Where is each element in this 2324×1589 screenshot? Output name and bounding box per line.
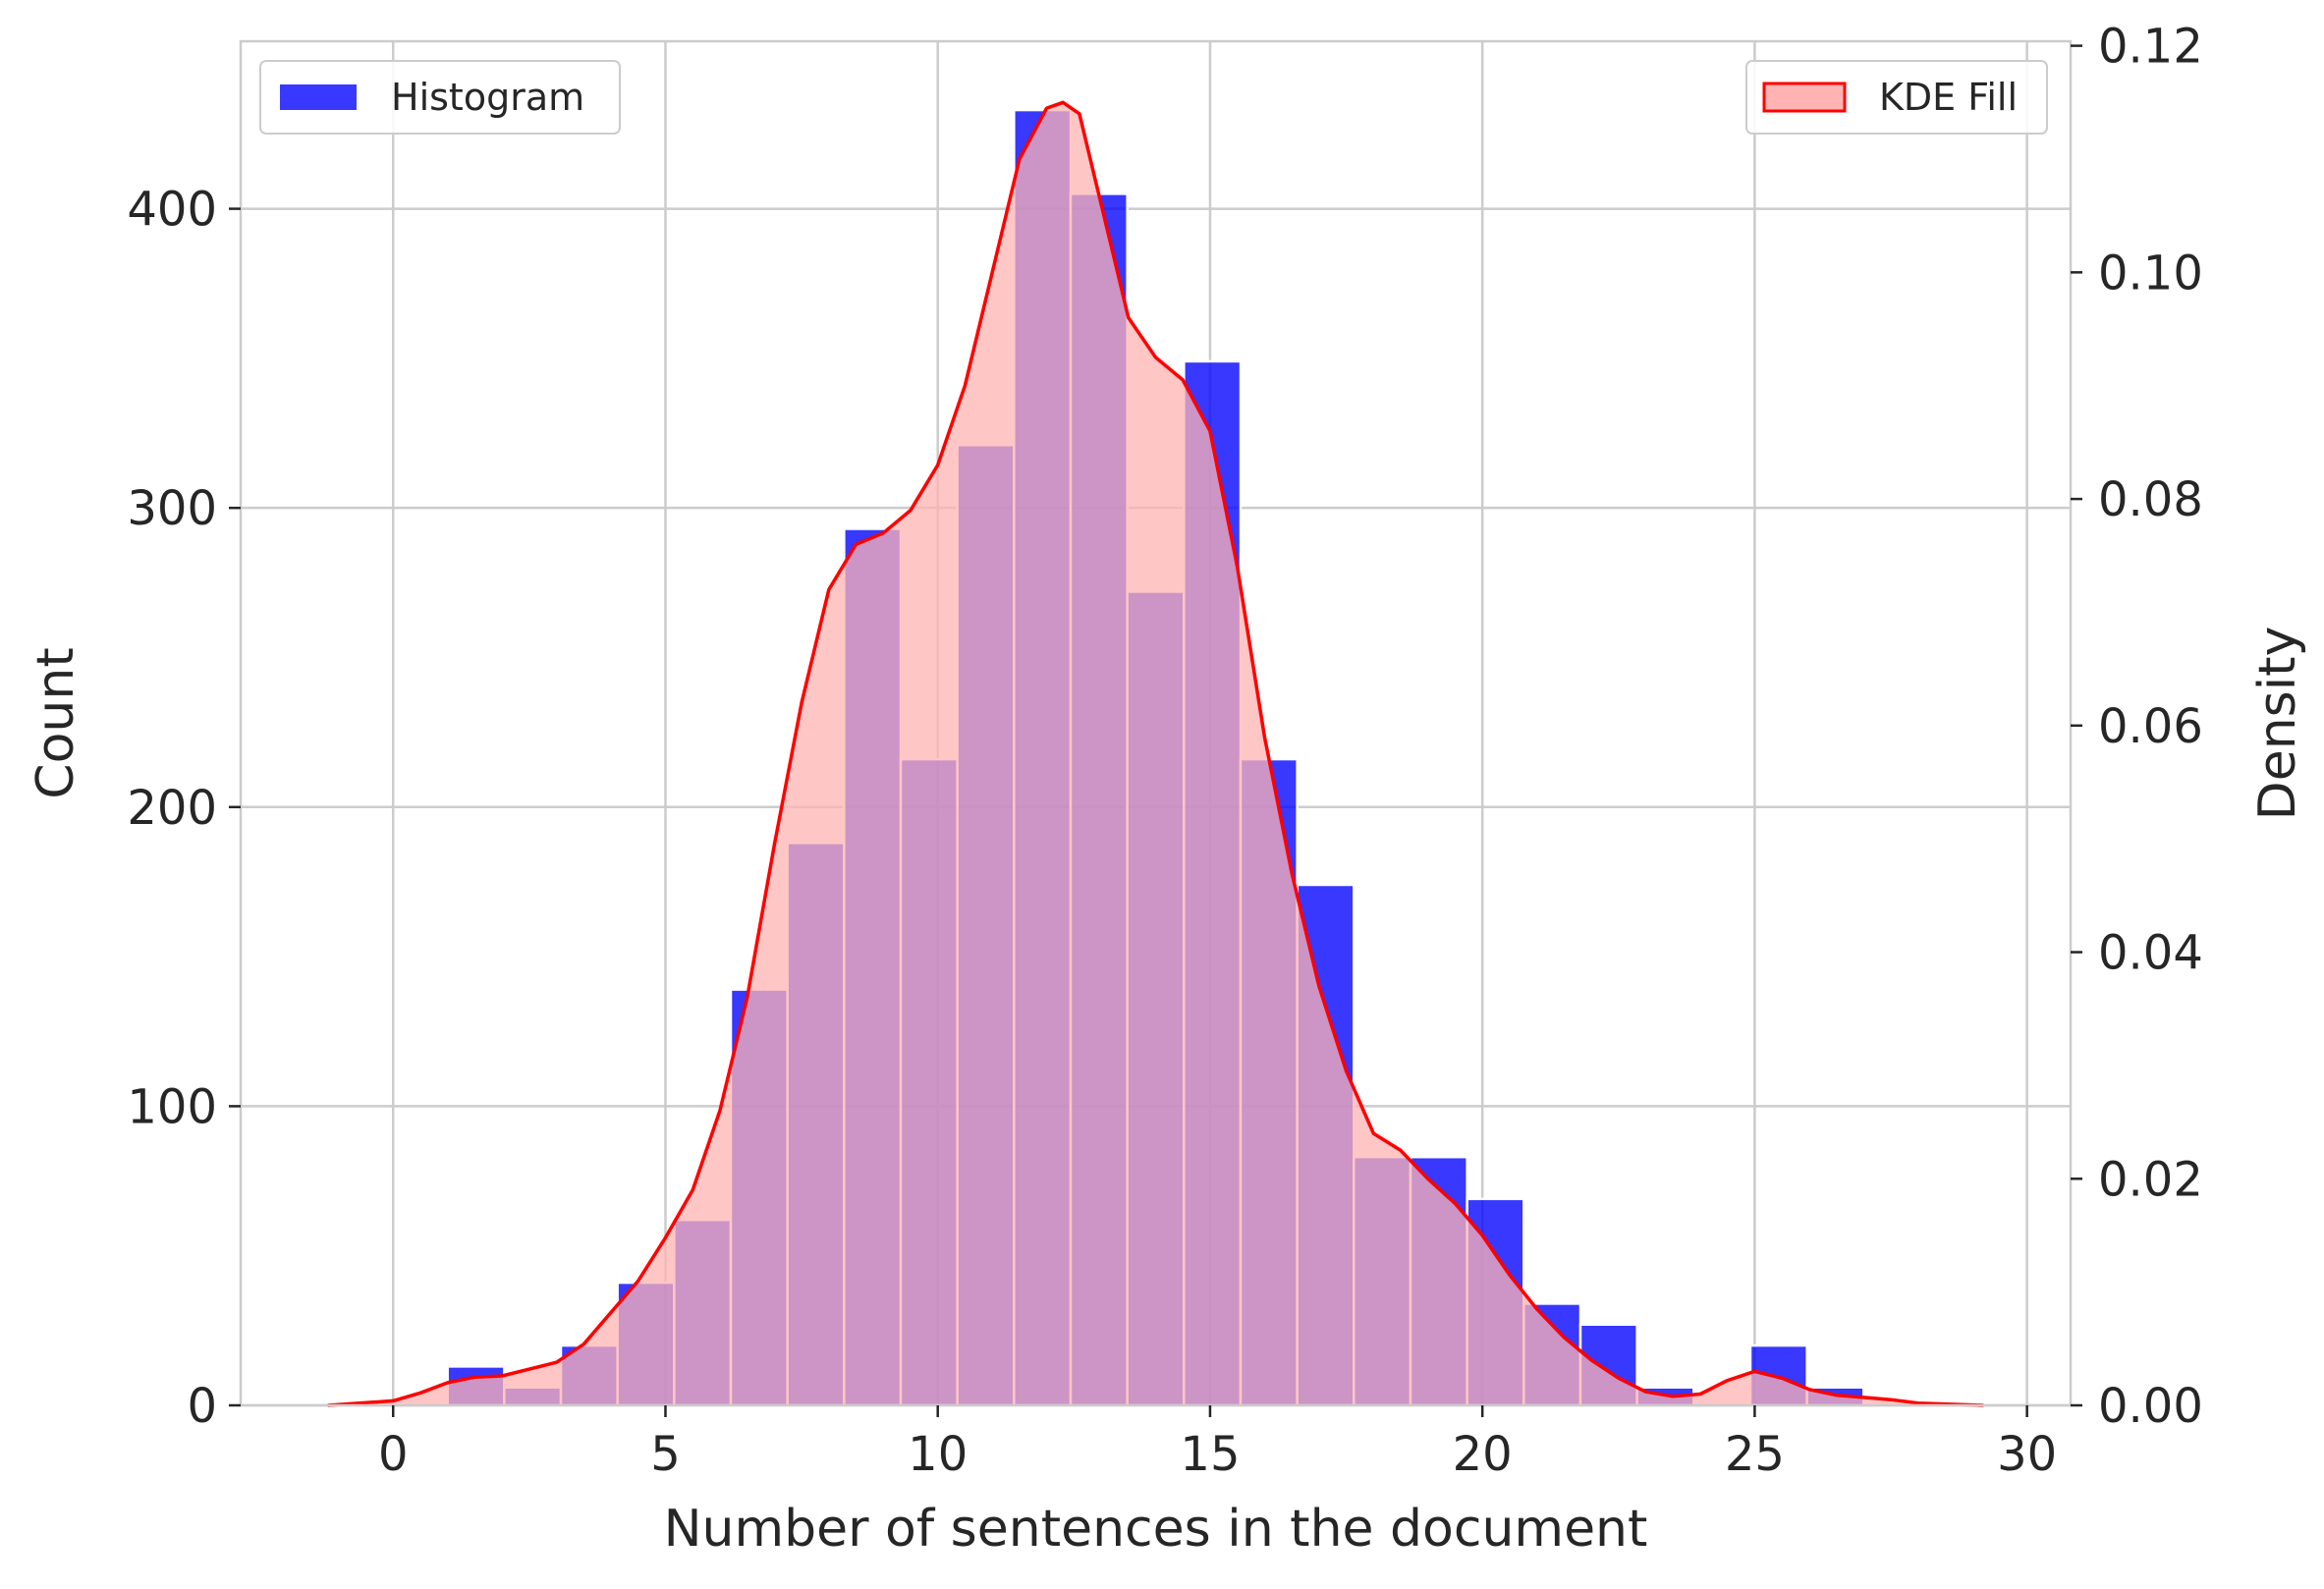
- kde-fill-area: [327, 102, 1984, 1405]
- x-tick-label: 5: [650, 1427, 681, 1482]
- plot-frame: [239, 39, 2073, 1407]
- y-axis-title-left: Count: [27, 647, 85, 798]
- y-tick-label-left: 0: [187, 1379, 217, 1434]
- y-tick-label-right: 0.04: [2098, 926, 2203, 981]
- kde-layer: [327, 100, 1984, 1407]
- y-tick-label-right: 0.00: [2098, 1379, 2203, 1434]
- x-tick-label: 20: [1453, 1427, 1513, 1482]
- legend-swatch-kde: [1762, 82, 1847, 113]
- x-axis-title: Number of sentences in the document: [664, 1500, 1648, 1559]
- legend-swatch-histogram: [280, 84, 357, 110]
- legend-label-histogram: Histogram: [391, 76, 584, 119]
- y-tick-label-left: 100: [127, 1079, 217, 1134]
- legend-box: [1745, 60, 2048, 135]
- y-tick-label-right: 0.02: [2098, 1152, 2203, 1207]
- y-tick-label-right: 0.10: [2098, 246, 2203, 301]
- x-tick-label: 15: [1180, 1427, 1240, 1482]
- kde-line: [327, 100, 1984, 1407]
- x-tick-label: 10: [908, 1427, 968, 1482]
- legend-histogram: Histogram: [259, 60, 621, 135]
- tick-marks: [229, 44, 2082, 1417]
- y-tick-label-left: 200: [127, 781, 217, 836]
- y-tick-label-right: 0.12: [2098, 20, 2203, 75]
- legend-kde: KDE Fill: [1745, 60, 2048, 135]
- y-axis-title-right: Density: [2248, 627, 2307, 821]
- x-tick-label: 25: [1725, 1427, 1785, 1482]
- legend-label-kde: KDE Fill: [1879, 76, 2018, 119]
- tick-labels: 0 5 10 15 20 25 3001002003004000.000.020.040.0…: [127, 20, 2203, 1482]
- y-tick-label-left: 300: [127, 481, 217, 536]
- x-tick-label: 30: [1997, 1427, 2057, 1482]
- y-tick-label-right: 0.06: [2098, 699, 2203, 754]
- y-tick-label-right: 0.08: [2098, 472, 2203, 527]
- x-tick-label: 0: [378, 1427, 409, 1482]
- legend-box: [259, 60, 621, 135]
- y-tick-label-left: 400: [127, 183, 217, 238]
